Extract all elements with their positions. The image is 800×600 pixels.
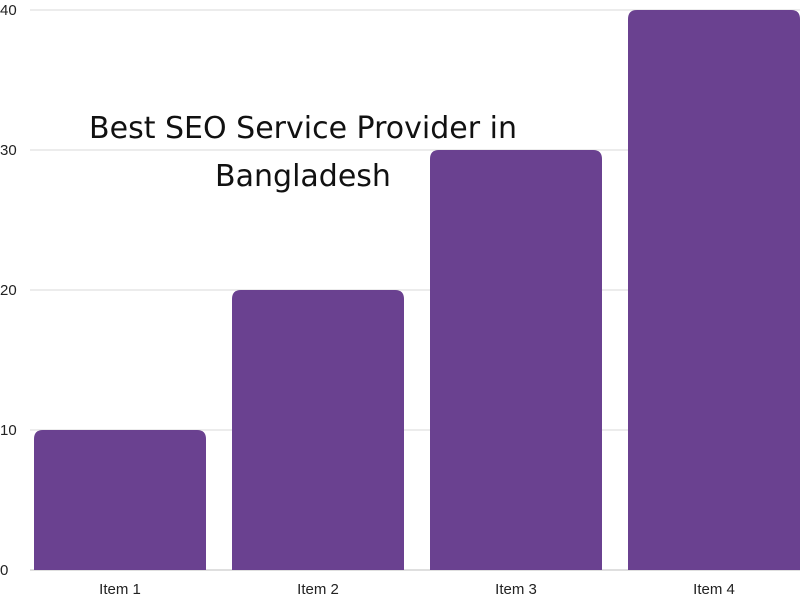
y-tick-label: 20 [0, 282, 17, 299]
y-axis-ticks: 0 10 20 30 40 [0, 2, 17, 579]
chart-title-line-2: Bangladesh [215, 159, 391, 194]
x-category-label: Item 2 [297, 581, 339, 598]
x-category-label: Item 1 [99, 581, 141, 598]
bar-item-3 [430, 150, 602, 570]
x-category-label: Item 3 [495, 581, 537, 598]
x-category-label: Item 4 [693, 581, 735, 598]
chart-title-line-1: Best SEO Service Provider in [89, 111, 517, 146]
x-axis-labels: Item 1 Item 2 Item 3 Item 4 [99, 581, 735, 598]
y-tick-label: 40 [0, 2, 17, 19]
bar-item-1 [34, 430, 206, 570]
y-tick-label: 10 [0, 422, 17, 439]
y-tick-label: 0 [0, 562, 8, 579]
bars [34, 10, 800, 570]
bar-item-2 [232, 290, 404, 570]
bar-item-4 [628, 10, 800, 570]
y-tick-label: 30 [0, 142, 17, 159]
